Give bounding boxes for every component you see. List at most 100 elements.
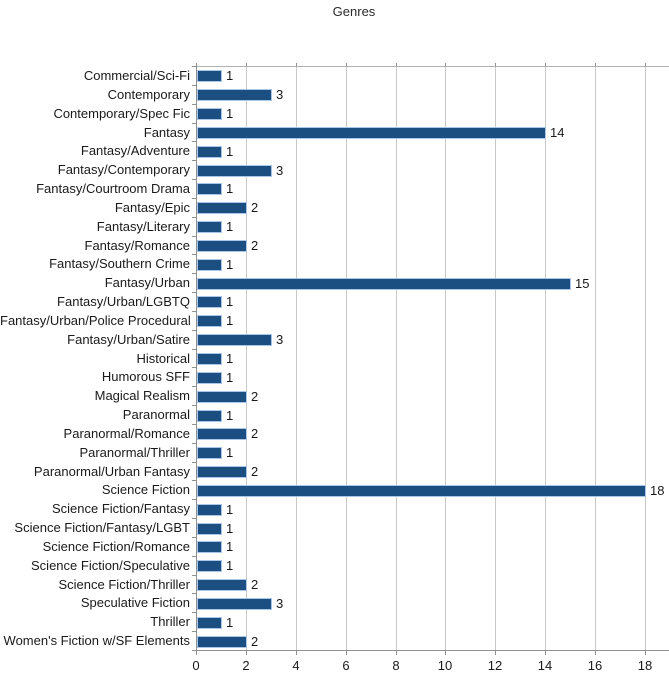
category-label: Humorous SFF [101, 369, 190, 384]
bar [197, 428, 247, 440]
axis-tick-top [595, 63, 596, 66]
x-tick-label: 14 [537, 658, 553, 673]
x-tick-label: 6 [342, 658, 350, 673]
axis-tick-top [246, 63, 247, 66]
bar [197, 278, 571, 290]
bar [197, 485, 646, 497]
category-label: Science Fiction/Speculative [31, 558, 190, 573]
bar-value-label: 2 [251, 634, 259, 649]
bar-value-label: 1 [226, 539, 234, 554]
category-label: Fantasy/Urban/Satire [67, 332, 190, 347]
x-tick-label: 8 [392, 658, 400, 673]
bar [197, 240, 247, 252]
category-axis-tick [192, 631, 196, 632]
category-axis-tick [192, 386, 196, 387]
axis-tick-top [545, 63, 546, 66]
bar-value-label: 3 [276, 596, 284, 611]
gridline [296, 67, 297, 650]
bar-value-label: 1 [226, 615, 234, 630]
y-axis-line [196, 66, 197, 651]
category-label: Fantasy/Urban [104, 275, 190, 290]
category-axis-tick [192, 104, 196, 105]
value-axis: 0 2 4 6 8 10 12 14 16 18 [192, 658, 669, 674]
gridline [545, 67, 546, 650]
bar [197, 259, 222, 271]
category-label: Paranormal/Romance [63, 426, 190, 441]
category-label: Thriller [150, 614, 190, 629]
x-tick-label: 4 [292, 658, 300, 673]
category-axis-tick [192, 650, 196, 651]
bar-value-label: 3 [276, 163, 284, 178]
gridline [645, 67, 646, 650]
bar [197, 221, 222, 233]
axis-tick-top [445, 63, 446, 66]
bar [197, 108, 222, 120]
category-axis-tick [192, 254, 196, 255]
gridline [346, 67, 347, 650]
category-axis-tick [192, 405, 196, 406]
category-label: Fantasy/Urban/LGBTQ [57, 294, 190, 309]
category-label: Fantasy/Urban/Police Procedural [0, 313, 191, 328]
axis-tick-bottom [545, 651, 546, 655]
bar-value-label: 2 [251, 426, 259, 441]
category-label: Science Fiction/Thriller [58, 577, 191, 592]
category-label: Commercial/Sci-Fi [83, 68, 190, 83]
category-axis-tick [192, 593, 196, 594]
category-label: Fantasy/Contemporary [57, 162, 190, 177]
category-label: Fantasy/Epic [114, 200, 190, 215]
category-axis-tick [192, 349, 196, 350]
bar-value-label: 1 [226, 313, 234, 328]
category-axis-tick [192, 537, 196, 538]
bar-value-label: 2 [251, 464, 259, 479]
category-label: Science Fiction/Fantasy [51, 501, 190, 516]
bar-value-label: 1 [226, 521, 234, 536]
bar [197, 165, 272, 177]
bar [197, 146, 222, 158]
chart-title: Genres [332, 4, 376, 19]
gridline [246, 67, 247, 650]
bar-value-label: 3 [276, 332, 284, 347]
category-label: Contemporary [107, 87, 190, 102]
gridline [445, 67, 446, 650]
bar-value-label: 2 [251, 577, 259, 592]
bar [197, 70, 222, 82]
bar-value-label: 3 [276, 87, 284, 102]
bar-value-label: 1 [226, 106, 234, 121]
axis-tick-top [645, 63, 646, 66]
category-axis-tick [192, 480, 196, 481]
bar-value-label: 1 [226, 445, 234, 460]
category-axis-tick [192, 292, 196, 293]
category-label: Fantasy/Adventure [80, 143, 190, 158]
bar [197, 617, 222, 629]
bar [197, 127, 546, 139]
category-label: Science Fiction/Romance [42, 539, 190, 554]
category-axis-tick [192, 66, 196, 67]
bar-value-label: 1 [226, 351, 234, 366]
category-axis-tick [192, 311, 196, 312]
plot-top-border [196, 66, 669, 67]
category-label: Speculative Fiction [80, 595, 190, 610]
bar-value-label: 15 [575, 276, 590, 291]
category-axis-tick [192, 499, 196, 500]
bar [197, 466, 247, 478]
category-label: Fantasy [143, 125, 190, 140]
category-axis-tick [192, 424, 196, 425]
axis-tick-bottom [196, 651, 197, 655]
plot-area: 1 3 1 14 1 3 1 2 1 2 1 15 1 1 3 1 1 2 1 2 1 2 18 1 1 1 1 2 3 1 2 [192, 63, 669, 655]
category-axis-tick [192, 443, 196, 444]
axis-tick-bottom [246, 651, 247, 655]
axis-tick-bottom [595, 651, 596, 655]
category-axis-tick [192, 330, 196, 331]
bar-value-label: 1 [226, 219, 234, 234]
category-axis-tick [192, 123, 196, 124]
category-label: Magical Realism [94, 388, 190, 403]
bar-value-label: 1 [226, 257, 234, 272]
category-label: Fantasy/Romance [84, 238, 191, 253]
bar [197, 447, 222, 459]
bar-value-label: 18 [650, 483, 665, 498]
category-axis-tick [192, 217, 196, 218]
category-axis-tick [192, 141, 196, 142]
category-label: Fantasy/Courtroom Drama [36, 181, 190, 196]
axis-tick-top [296, 63, 297, 66]
